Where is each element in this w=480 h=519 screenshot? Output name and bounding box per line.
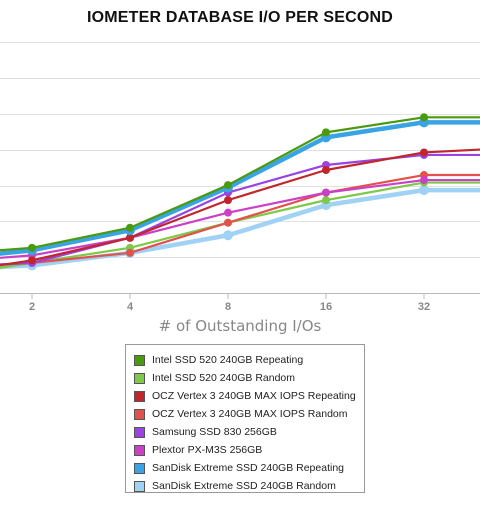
data-point [322,128,330,137]
legend-swatch [134,462,145,474]
legend-item: Intel SSD 520 240GB Random [134,369,364,387]
legend-label: SanDisk Extreme SSD 240GB Random [152,480,336,492]
data-point [126,223,134,232]
x-tick-label: 2 [29,301,35,313]
x-tick-label: 4 [127,301,134,313]
legend-swatch [134,372,145,384]
legend-swatch [134,426,145,438]
series-group [0,113,480,271]
data-point [126,248,134,257]
series-7 [0,185,480,271]
x-tick-label: 16 [320,301,332,313]
data-point [322,196,330,205]
legend-swatch [134,408,145,420]
data-point [223,230,233,241]
legend-label: Intel SSD 520 240GB Repeating [152,354,304,366]
x-tick-label: 32 [418,301,430,313]
series-4 [0,150,480,267]
data-point [28,243,36,252]
data-point [28,256,36,265]
chart-title: IOMETER DATABASE I/O PER SECOND [86,9,394,26]
legend-swatch [134,480,145,492]
line-chart: 2 4 8 16 32 [0,42,480,313]
legend-label: SanDisk Extreme SSD 240GB Repeating [152,462,345,474]
data-point [224,196,232,205]
data-point [322,166,330,175]
legend-swatch [134,390,145,402]
data-point [322,188,330,197]
legend-label: OCZ Vertex 3 240GB MAX IOPS Random [152,408,348,420]
data-point [420,148,428,157]
legend-item: Intel SSD 520 240GB Repeating [134,351,364,369]
data-point [420,176,428,185]
legend-label: Samsung SSD 830 256GB [152,426,277,438]
legend-label: OCZ Vertex 3 240GB MAX IOPS Repeating [152,390,356,402]
series-0 [0,113,480,252]
data-point [126,233,134,242]
series-2 [0,148,480,267]
data-point [224,181,232,190]
grid [0,42,480,258]
legend-swatch [134,444,145,456]
legend-item: SanDisk Extreme SSD 240GB Random [134,477,364,495]
legend-item: OCZ Vertex 3 240GB MAX IOPS Random [134,405,364,423]
data-point [224,218,232,227]
legend-swatch [134,354,145,366]
legend-item: Samsung SSD 830 256GB [134,423,364,441]
data-point [224,208,232,217]
legend-label: Intel SSD 520 240GB Random [152,372,296,384]
legend-item: OCZ Vertex 3 240GB MAX IOPS Repeating [134,387,364,405]
data-point [419,185,429,196]
data-point [420,113,428,122]
legend-item: Plextor PX-M3S 256GB [134,441,364,459]
x-tick-label: 8 [225,301,231,313]
x-ticks: 2 4 8 16 32 [29,293,430,313]
chart-legend: Intel SSD 520 240GB Repeating Intel SSD 5… [125,344,365,493]
legend-item: SanDisk Extreme SSD 240GB Repeating [134,459,364,477]
legend-label: Plextor PX-M3S 256GB [152,444,263,456]
x-axis-label: # of Outstanding I/Os [158,317,322,335]
